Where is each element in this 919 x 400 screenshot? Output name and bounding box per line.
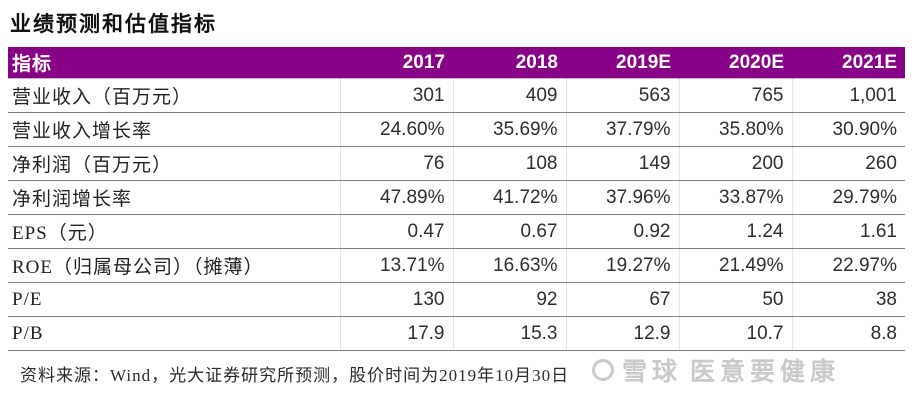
table-row: 净利润增长率 47.89% 41.72% 37.96% 33.87% 29.79% (8, 180, 905, 215)
table-row: 营业收入（百万元） 301 409 563 765 1,001 (8, 78, 905, 113)
metric-value: 10.7 (679, 316, 793, 351)
metric-value: 765 (679, 78, 793, 113)
metric-label: 净利润增长率 (8, 180, 341, 215)
metric-value: 130 (340, 282, 454, 317)
forecast-valuation-table: 指标 2017 2018 2019E 2020E 2021E 营业收入（百万元） 301 4… (8, 47, 905, 351)
metric-value: 0.92 (566, 214, 680, 249)
metric-value: 0.47 (340, 214, 454, 249)
metric-value: 12.9 (566, 316, 680, 351)
metric-label: 净利润（百万元） (8, 146, 341, 181)
metric-value: 24.60% (340, 112, 454, 147)
metric-label: 营业收入（百万元） (8, 78, 341, 113)
table-row: P/E 130 92 67 50 38 (8, 282, 905, 317)
metric-value: 22.97% (792, 248, 905, 283)
metric-value: 13.71% (340, 248, 454, 283)
header-cell-metric: 指标 (8, 47, 340, 79)
metric-value: 50 (679, 282, 793, 317)
watermark: 雪球 医意要健康 (592, 352, 840, 388)
metric-value: 149 (566, 146, 680, 181)
metric-label: P/B (8, 316, 341, 351)
metric-value: 0.67 (453, 214, 567, 249)
metric-value: 67 (566, 282, 680, 317)
metric-value: 16.63% (453, 248, 567, 283)
table-row: EPS（元） 0.47 0.67 0.92 1.24 1.61 (8, 214, 905, 249)
watermark-user: 医意要健康 (690, 358, 841, 386)
source-note: 资料来源：Wind，光大证券研究所预测，股价时间为2019年10月30日 (20, 366, 570, 385)
metric-value: 30.90% (792, 112, 905, 147)
metric-value: 21.49% (679, 248, 793, 283)
metric-value: 1,001 (792, 78, 905, 113)
metric-value: 108 (453, 146, 567, 181)
metric-value: 260 (792, 146, 905, 181)
table-row: P/B 17.9 15.3 12.9 10.7 8.8 (8, 316, 905, 351)
metric-value: 47.89% (340, 180, 454, 215)
metric-value: 409 (453, 78, 567, 113)
metric-value: 76 (340, 146, 454, 181)
metric-value: 301 (340, 78, 454, 113)
page-title: 业绩预测和估值指标 (10, 12, 217, 36)
metric-value: 200 (679, 146, 793, 181)
table-header-row: 指标 2017 2018 2019E 2020E 2021E (8, 47, 905, 79)
header-cell-year: 2017 (340, 47, 453, 79)
metric-value: 17.9 (340, 316, 454, 351)
metric-value: 1.61 (792, 214, 905, 249)
header-cell-year: 2021E (792, 47, 905, 79)
metric-value: 19.27% (566, 248, 680, 283)
metric-label: ROE（归属母公司）（摊薄） (8, 248, 341, 283)
metric-value: 37.79% (566, 112, 680, 147)
header-cell-year: 2020E (679, 47, 792, 79)
table-row: 营业收入增长率 24.60% 35.69% 37.79% 35.80% 30.90% (8, 112, 905, 147)
metric-value: 29.79% (792, 180, 905, 215)
header-cell-year: 2018 (453, 47, 566, 79)
metric-label: P/E (8, 282, 341, 317)
metric-label: EPS（元） (8, 214, 341, 249)
table-row: ROE（归属母公司）（摊薄） 13.71% 16.63% 19.27% 21.49% 22… (8, 248, 905, 283)
metric-value: 33.87% (679, 180, 793, 215)
metric-value: 41.72% (453, 180, 567, 215)
metric-value: 35.80% (679, 112, 793, 147)
metric-value: 8.8 (792, 316, 905, 351)
metric-value: 92 (453, 282, 567, 317)
metric-value: 1.24 (679, 214, 793, 249)
header-cell-year: 2019E (566, 47, 679, 79)
metric-value: 37.96% (566, 180, 680, 215)
metric-value: 15.3 (453, 316, 567, 351)
snowball-circle-icon (592, 359, 614, 381)
table-row: 净利润（百万元） 76 108 149 200 260 (8, 146, 905, 181)
metric-value: 563 (566, 78, 680, 113)
metric-value: 38 (792, 282, 905, 317)
watermark-brand: 雪球 (622, 358, 683, 386)
metric-label: 营业收入增长率 (8, 112, 341, 147)
metric-value: 35.69% (453, 112, 567, 147)
